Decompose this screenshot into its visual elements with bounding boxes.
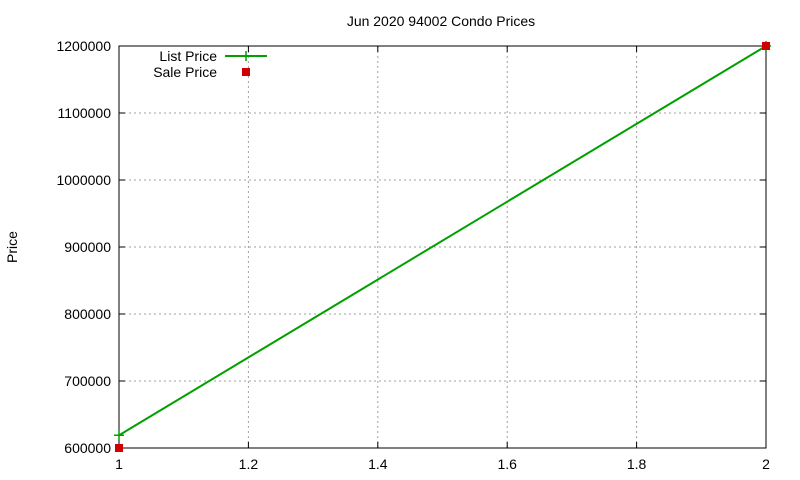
x-tick-label: 1.6 <box>497 456 517 472</box>
sale-price-point <box>115 444 123 452</box>
y-tick-label: 1200000 <box>56 38 111 54</box>
series <box>114 41 771 452</box>
y-axis-label: Price <box>4 231 20 263</box>
y-tick-label: 800000 <box>64 306 111 322</box>
chart-title: Jun 2020 94002 Condo Prices <box>347 13 535 29</box>
sale-price-point <box>762 42 770 50</box>
legend-point-swatch <box>241 51 251 61</box>
ticks: 1 1.2 1.4 1.6 1.8 2 600000 700000 800000 900000 10… <box>56 38 770 472</box>
x-tick-label: 1.4 <box>368 456 388 472</box>
y-tick-label: 900000 <box>64 239 111 255</box>
y-tick-label: 1100000 <box>58 105 112 121</box>
x-tick-label: 1.2 <box>239 456 259 472</box>
legend-label: List Price <box>159 48 217 64</box>
grid <box>119 46 766 448</box>
x-tick-label: 1 <box>115 456 123 472</box>
legend-point-swatch <box>242 68 250 76</box>
list-price-point <box>114 430 124 441</box>
y-tick-label: 1000000 <box>56 172 111 188</box>
plot-border <box>118 45 767 449</box>
x-tick-label: 2 <box>762 456 770 472</box>
list-price-line <box>118 45 767 437</box>
x-tick-label: 1.8 <box>627 456 647 472</box>
y-tick-label: 700000 <box>64 373 111 389</box>
legend-label: Sale Price <box>153 64 217 80</box>
y-tick-label: 600000 <box>64 440 111 456</box>
